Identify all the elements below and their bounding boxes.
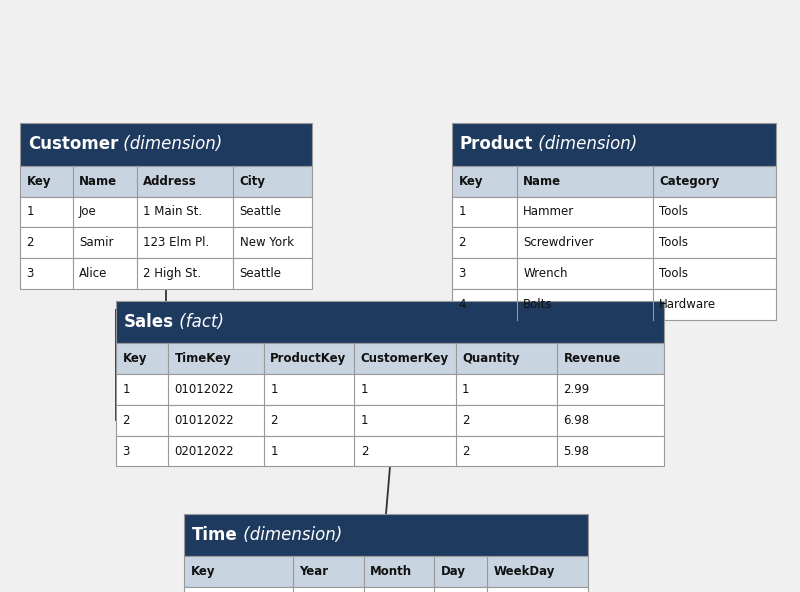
Text: 1: 1	[361, 414, 368, 427]
Text: Seattle: Seattle	[239, 205, 282, 218]
Bar	[20, 258, 312, 289]
Text: Tools: Tools	[659, 267, 688, 280]
Text: 123 Elm Pl.: 123 Elm Pl.	[143, 236, 210, 249]
Text: New York: New York	[239, 236, 294, 249]
Text: 3: 3	[122, 445, 130, 458]
Text: 02012022: 02012022	[174, 445, 234, 458]
Bar	[20, 197, 312, 227]
Bar	[20, 123, 312, 166]
Text: 2: 2	[270, 414, 278, 427]
Text: Samir: Samir	[79, 236, 114, 249]
Text: Year: Year	[299, 565, 329, 578]
Text: 2: 2	[462, 445, 470, 458]
Bar	[20, 166, 312, 197]
Text: 2.99: 2.99	[563, 383, 590, 396]
Text: Key: Key	[190, 565, 215, 578]
Text: Hardware: Hardware	[659, 298, 717, 311]
Text: 2: 2	[458, 236, 466, 249]
Text: Product: Product	[460, 136, 534, 153]
Bar	[452, 258, 776, 289]
Text: Name: Name	[523, 175, 562, 188]
Text: Address: Address	[143, 175, 197, 188]
Text: Key: Key	[458, 175, 483, 188]
Bar	[184, 514, 588, 556]
Text: 2 High St.: 2 High St.	[143, 267, 202, 280]
Bar	[452, 289, 776, 320]
Text: Bolts: Bolts	[523, 298, 553, 311]
Text: 01012022: 01012022	[174, 383, 234, 396]
Text: 1 Main St.: 1 Main St.	[143, 205, 202, 218]
Text: Key: Key	[122, 352, 147, 365]
Text: Name: Name	[79, 175, 117, 188]
Bar	[452, 123, 776, 166]
Text: Customer: Customer	[28, 136, 118, 153]
Text: Tools: Tools	[659, 205, 688, 218]
Bar	[116, 405, 664, 436]
Bar	[116, 343, 664, 374]
Text: 2: 2	[462, 414, 470, 427]
Bar	[116, 301, 664, 343]
Text: Month: Month	[370, 565, 412, 578]
Text: Alice: Alice	[79, 267, 107, 280]
Text: (dimension): (dimension)	[238, 526, 342, 544]
Text: 2: 2	[122, 414, 130, 427]
Text: (dimension): (dimension)	[118, 136, 222, 153]
Text: Seattle: Seattle	[239, 267, 282, 280]
Text: 1: 1	[122, 383, 130, 396]
Text: 2: 2	[26, 236, 34, 249]
Text: 1: 1	[270, 383, 278, 396]
Text: (fact): (fact)	[174, 313, 224, 331]
Text: Revenue: Revenue	[563, 352, 621, 365]
Text: City: City	[239, 175, 266, 188]
Text: 3: 3	[458, 267, 466, 280]
Text: 1: 1	[26, 205, 34, 218]
Text: 1: 1	[361, 383, 368, 396]
Text: 1: 1	[462, 383, 470, 396]
Text: 1: 1	[270, 445, 278, 458]
Text: Hammer: Hammer	[523, 205, 574, 218]
Text: Category: Category	[659, 175, 719, 188]
Bar	[184, 587, 588, 592]
Text: Key: Key	[26, 175, 51, 188]
Text: 5.98: 5.98	[563, 445, 590, 458]
Bar	[452, 197, 776, 227]
Text: Wrench: Wrench	[523, 267, 568, 280]
Text: Sales: Sales	[124, 313, 174, 331]
Text: 2: 2	[361, 445, 368, 458]
Bar	[116, 374, 664, 405]
Bar	[452, 227, 776, 258]
Text: Time: Time	[192, 526, 238, 544]
Bar	[20, 227, 312, 258]
Bar	[452, 166, 776, 197]
Text: 1: 1	[458, 205, 466, 218]
Text: (dimension): (dimension)	[534, 136, 638, 153]
Text: Joe: Joe	[79, 205, 97, 218]
Bar	[116, 436, 664, 466]
Text: Tools: Tools	[659, 236, 688, 249]
Text: 01012022: 01012022	[174, 414, 234, 427]
Text: Screwdriver: Screwdriver	[523, 236, 594, 249]
Text: 6.98: 6.98	[563, 414, 590, 427]
Text: 4: 4	[458, 298, 466, 311]
Text: Day: Day	[441, 565, 466, 578]
Bar	[184, 556, 588, 587]
Text: Quantity: Quantity	[462, 352, 520, 365]
Text: TimeKey: TimeKey	[174, 352, 231, 365]
Text: CustomerKey: CustomerKey	[361, 352, 449, 365]
Text: ProductKey: ProductKey	[270, 352, 346, 365]
Text: WeekDay: WeekDay	[494, 565, 554, 578]
Text: 3: 3	[26, 267, 34, 280]
